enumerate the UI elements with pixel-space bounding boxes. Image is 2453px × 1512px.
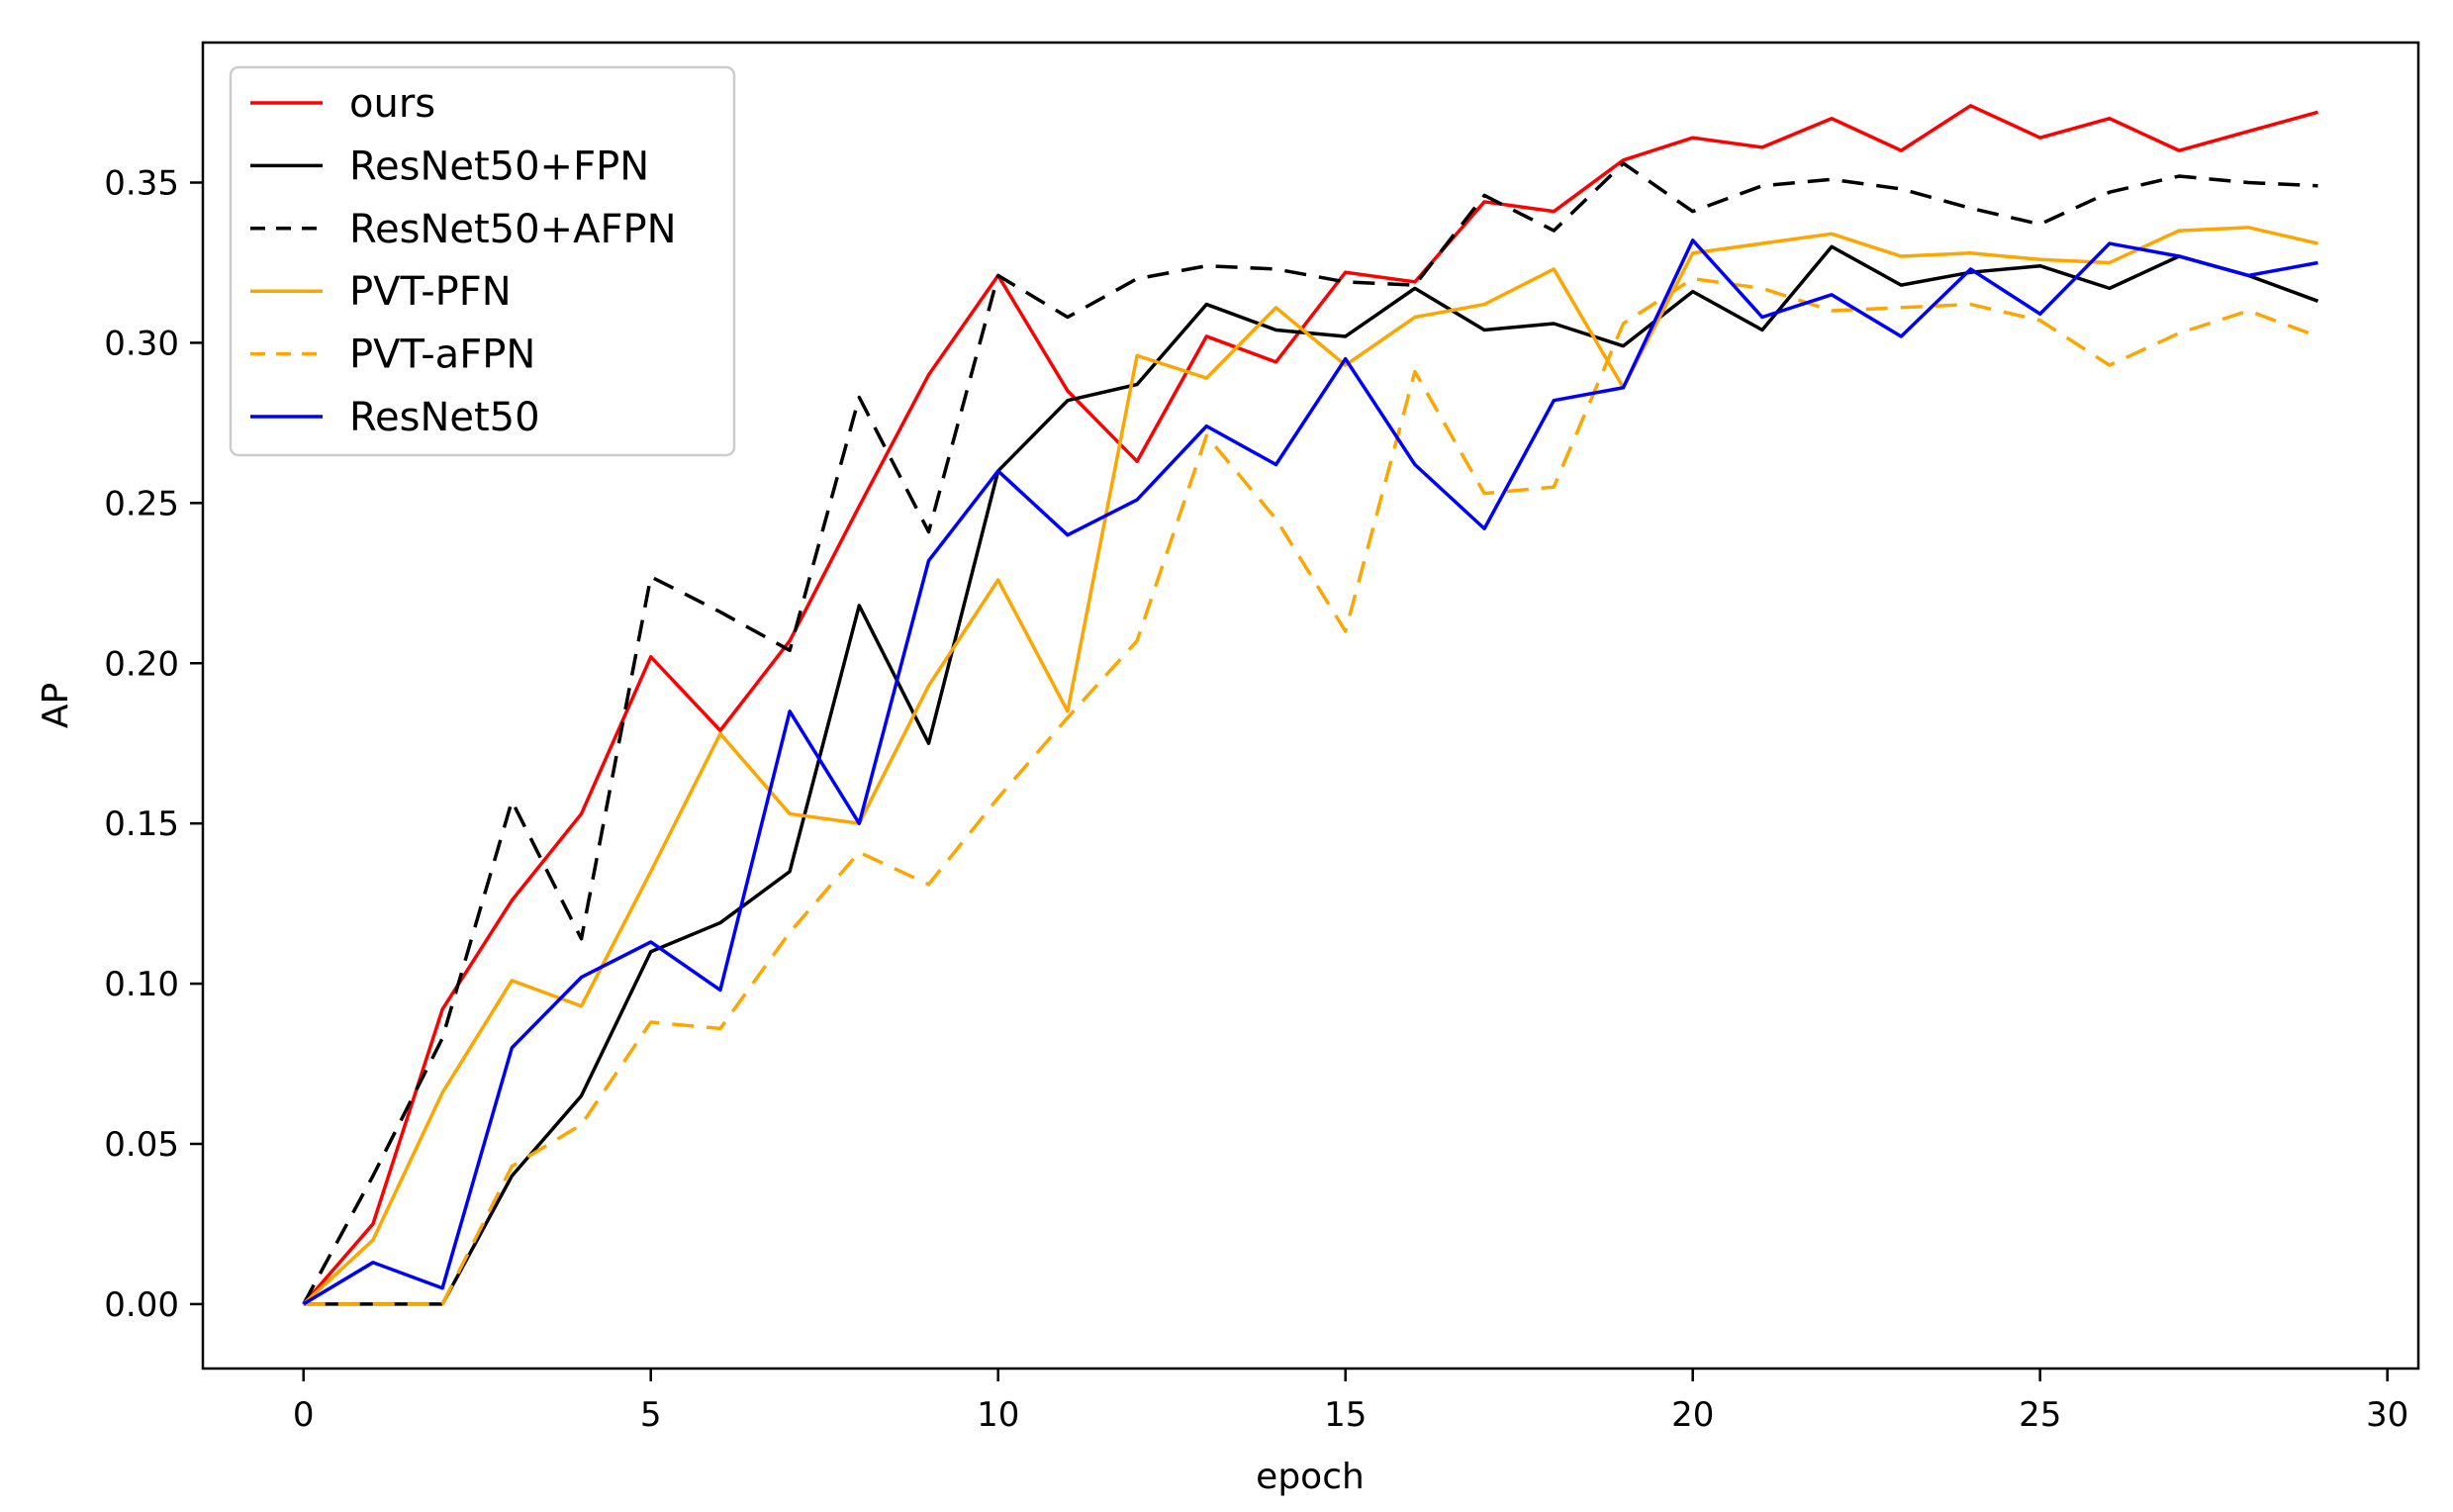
y-tick-label: 0.15 — [104, 804, 179, 844]
legend-label-resnet50-fpn: ResNet50+FPN — [349, 143, 649, 189]
legend-label-resnet50: ResNet50 — [349, 395, 540, 440]
y-tick-label: 0.05 — [104, 1125, 179, 1165]
series-line-resnet50 — [302, 238, 2318, 1306]
legend-item-pvt-afpn: PVT-aFPN — [250, 332, 535, 378]
x-tick-label: 30 — [2366, 1395, 2408, 1435]
y-tick-label: 0.30 — [104, 324, 179, 363]
series-line-pvt-afpn — [303, 276, 2319, 1306]
series-line-resnet50-fpn — [303, 244, 2319, 1306]
legend-item-resnet50: ResNet50 — [250, 395, 540, 440]
legend-label-resnet50-afpn: ResNet50+AFPN — [349, 207, 677, 252]
x-axis-label: epoch — [1256, 1457, 1365, 1497]
legend-layer: ours ResNet50+FPN ResNet50+AFPN PVT-PFN PVT-… — [229, 65, 736, 457]
legend-box — [229, 65, 736, 457]
y-tick-label: 0.20 — [104, 644, 179, 684]
series-line-ours — [302, 104, 2318, 1306]
y-axis-label: AP — [36, 683, 76, 728]
legend-label-ours: ours — [349, 81, 435, 127]
legend-item-resnet50-afpn: ResNet50+AFPN — [250, 207, 677, 252]
x-tick-label: 0 — [293, 1395, 315, 1435]
plot-border — [201, 41, 2420, 1370]
legend-item-resnet50-fpn: ResNet50+FPN — [250, 143, 649, 189]
legend-item-pvt-pfn: PVT-PFN — [250, 269, 512, 315]
y-tick-label: 0.10 — [104, 965, 179, 1004]
x-tick-label: 20 — [1671, 1395, 1714, 1435]
series-line-pvt-pfn — [302, 226, 2318, 1306]
legend-label-pvt-pfn: PVT-PFN — [349, 269, 512, 315]
x-tick-label: 15 — [1324, 1395, 1367, 1435]
y-tick-label: 0.35 — [104, 164, 179, 204]
legend-item-ours: ours — [250, 81, 435, 127]
x-tick-label: 25 — [2019, 1395, 2061, 1435]
plot-layer: 0 5 10 15 20 25 30 0.00 0.05 0.10 0.15 0.20 0.25 0.30… — [104, 41, 2420, 1435]
x-tick-label: 5 — [640, 1395, 662, 1435]
y-tick-label: 0.25 — [104, 484, 179, 523]
y-tick-label: 0.00 — [104, 1285, 179, 1325]
legend-label-pvt-afpn: PVT-aFPN — [349, 332, 535, 378]
series-line-resnet50-afpn — [302, 161, 2318, 1305]
x-tick-label: 10 — [977, 1395, 1019, 1435]
